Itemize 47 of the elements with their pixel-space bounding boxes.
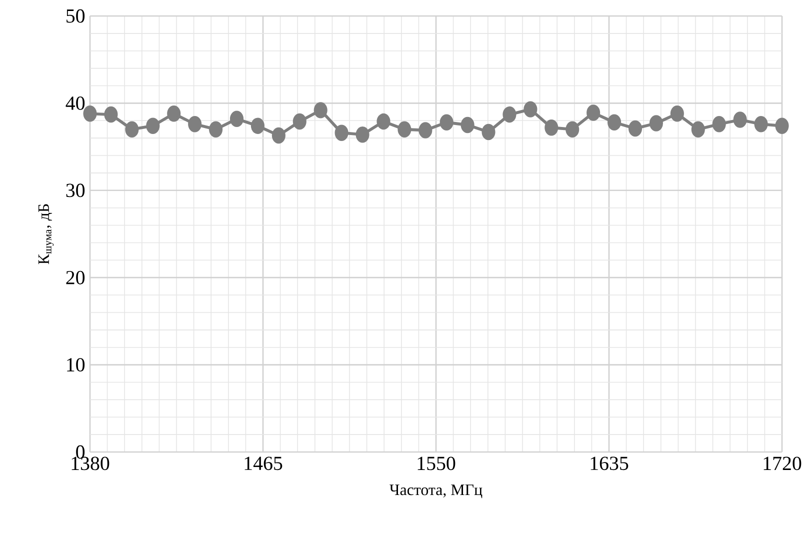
point bbox=[272, 127, 286, 144]
point bbox=[733, 112, 747, 128]
y-tick-label: 30 bbox=[66, 184, 85, 198]
point bbox=[649, 115, 663, 132]
point bbox=[754, 116, 768, 132]
point bbox=[146, 118, 160, 134]
point bbox=[356, 126, 370, 143]
point bbox=[460, 116, 474, 134]
point bbox=[83, 106, 97, 122]
point bbox=[628, 120, 642, 137]
point bbox=[398, 121, 412, 138]
y-tick-label: 10 bbox=[67, 358, 85, 372]
x-tick-label: 1380 bbox=[72, 456, 110, 470]
point bbox=[482, 124, 496, 140]
point bbox=[544, 120, 558, 136]
point bbox=[670, 106, 684, 122]
point bbox=[566, 121, 580, 138]
point bbox=[712, 116, 726, 132]
point bbox=[188, 116, 202, 132]
point bbox=[167, 106, 181, 122]
point bbox=[104, 106, 118, 123]
point bbox=[691, 121, 705, 138]
point bbox=[376, 113, 390, 130]
point bbox=[125, 121, 139, 138]
point bbox=[418, 122, 432, 138]
point bbox=[292, 113, 306, 130]
point bbox=[230, 110, 244, 127]
y-tick-label: 0 bbox=[76, 445, 85, 459]
x-axis-title: Частота, МГц bbox=[390, 484, 482, 498]
point bbox=[209, 121, 223, 138]
point bbox=[586, 104, 600, 121]
x-tick-label: 1550 bbox=[418, 456, 456, 470]
y-tick-label: 40 bbox=[66, 96, 85, 110]
x-tick-label: 1635 bbox=[590, 456, 628, 470]
point bbox=[502, 106, 516, 123]
point bbox=[250, 118, 264, 134]
y-tick-label: 50 bbox=[66, 9, 85, 23]
x-tick-label: 1720 bbox=[764, 456, 802, 470]
point bbox=[440, 114, 454, 130]
point bbox=[775, 118, 789, 134]
x-tick-label: 1465 bbox=[244, 456, 282, 470]
y-axis-title: К$_{шума}$, дБ bbox=[38, 204, 54, 264]
point bbox=[524, 101, 538, 118]
point bbox=[334, 124, 348, 141]
y-tick-label: 20 bbox=[66, 270, 85, 284]
point bbox=[314, 102, 328, 118]
point bbox=[608, 114, 622, 130]
